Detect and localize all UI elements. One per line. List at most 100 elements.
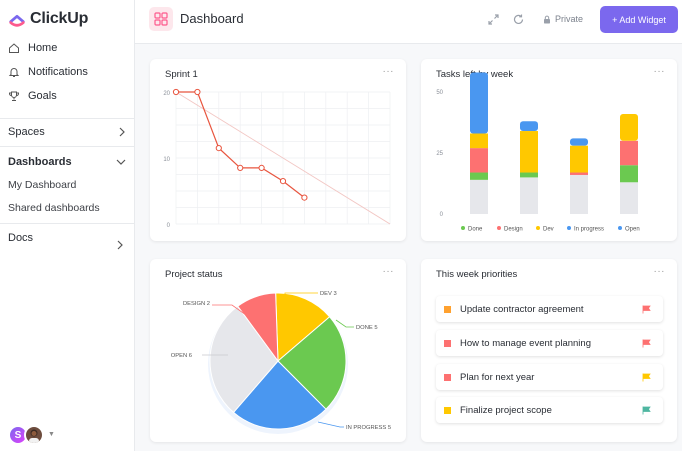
nav-notifications-label: Notifications (28, 66, 88, 78)
legend-label: In progress (574, 227, 604, 233)
y-tick-label: 25 (436, 151, 443, 157)
burndown-point (215, 145, 222, 152)
profile-avatar[interactable] (24, 425, 44, 445)
status-widget: Project status ··· DEV 3 DONE 5 IN PROGRES… (150, 259, 406, 442)
burndown-point (172, 88, 180, 96)
priority-item[interactable]: How to manage event planning (436, 330, 663, 356)
bar-segment (520, 172, 538, 178)
sprint-widget: Sprint 1 ··· 20 10 0 (150, 59, 406, 241)
ideal-line (175, 91, 391, 225)
legend-dot (497, 226, 501, 230)
priority-dot-icon (444, 339, 451, 347)
sidebar-spaces[interactable]: Spaces (8, 126, 126, 138)
spaces-label: Spaces (8, 126, 45, 138)
pie-slice (277, 316, 347, 410)
bar-segment (570, 145, 588, 173)
legend-label: Open (625, 227, 640, 233)
header: Dashboard Private + Add Widget (135, 0, 682, 44)
priority-label: Finalize project scope (460, 404, 552, 416)
bar-segment (620, 140, 638, 166)
flag-icon[interactable] (642, 406, 651, 415)
bar-segment-base (470, 179, 488, 214)
flag-icon[interactable] (642, 339, 651, 348)
pie-leader-line (335, 319, 354, 328)
bar-cap (620, 210, 638, 214)
bar-segment-base (570, 174, 588, 214)
chevron-right-icon[interactable] (116, 240, 124, 250)
status-pie-chart: DEV 3 DONE 5 IN PROGRESS 5 OPEN 6 DESIGN 2 (171, 291, 391, 434)
pie-label: DONE 5 (356, 325, 378, 331)
person-icon (29, 429, 39, 443)
priority-label: How to manage event planning (460, 337, 591, 349)
dashboards-label: Dashboards (8, 156, 72, 168)
priority-dot-icon (444, 406, 451, 414)
y-tick-label: 10 (163, 157, 170, 163)
expand-icon[interactable] (487, 13, 500, 26)
more-icon[interactable]: ··· (382, 266, 394, 277)
priorities-title: This week priorities (436, 269, 518, 280)
privacy-toggle[interactable]: Private (543, 14, 583, 24)
logo-text: ClickUp (30, 10, 89, 27)
sidebar-item-shared-dashboards[interactable]: Shared dashboards (8, 202, 100, 214)
priority-item[interactable]: Update contractor agreement (436, 296, 663, 322)
pie-slice (232, 360, 327, 430)
logo[interactable]: ClickUp (8, 10, 88, 28)
chevron-right-icon (119, 127, 125, 137)
more-icon[interactable]: ··· (382, 66, 394, 77)
bar-segment (470, 148, 488, 173)
bell-icon (8, 68, 20, 77)
more-icon[interactable]: ··· (653, 266, 665, 277)
nav-home-label: Home (28, 42, 58, 54)
bar-segment (470, 172, 488, 180)
status-title: Project status (165, 269, 223, 280)
priority-label: Plan for next year (460, 371, 535, 383)
pie-label: IN PROGRESS 5 (346, 425, 391, 431)
legend-dot (618, 226, 622, 230)
tasks-bar-chart: 50 25 0 Done Design Dev In progress Open (436, 72, 640, 233)
priority-item[interactable]: Finalize project scope (436, 397, 663, 423)
flag-icon[interactable] (642, 305, 651, 314)
bar-segment (520, 131, 538, 173)
priority-label: Update contractor agreement (460, 303, 584, 315)
nav-home[interactable]: Home (8, 42, 57, 54)
dashboard-icon (149, 7, 173, 31)
burndown-point (194, 88, 201, 96)
pie-slice (209, 305, 279, 414)
burndown-point (258, 164, 265, 172)
sidebar-divider (0, 146, 135, 147)
sprint-title: Sprint 1 (165, 69, 198, 80)
pie-slice (237, 292, 279, 363)
bar-cap (520, 210, 538, 214)
pie-leader-line (284, 292, 318, 295)
sidebar-divider (0, 118, 135, 119)
nav-notifications[interactable]: Notifications (8, 66, 88, 78)
nav-goals[interactable]: Goals (8, 90, 57, 102)
sidebar-dashboards[interactable]: Dashboards (8, 156, 126, 168)
refresh-icon[interactable] (512, 13, 525, 26)
sidebar-docs[interactable]: Docs (8, 232, 126, 244)
y-tick-label: 0 (440, 212, 444, 218)
sidebar-item-my-dashboard[interactable]: My Dashboard (8, 179, 77, 191)
burndown-point (301, 194, 308, 201)
bar-segment (470, 72, 488, 134)
pie-leader-line (317, 421, 344, 428)
legend-label: Design (504, 227, 523, 233)
bar-segment (620, 113, 638, 141)
bar-segment (520, 121, 538, 132)
caret-down-icon[interactable]: ▼ (48, 431, 55, 438)
more-icon[interactable]: ··· (653, 66, 665, 77)
priority-dot-icon (444, 373, 451, 381)
legend-label: Dev (543, 227, 554, 233)
pie-label: OPEN 6 (171, 353, 192, 359)
priority-item[interactable]: Plan for next year (436, 364, 663, 390)
pie-leader-line (212, 304, 247, 316)
add-widget-button[interactable]: + Add Widget (600, 6, 678, 33)
flag-icon[interactable] (642, 373, 651, 382)
clickup-logo-icon (9, 14, 25, 27)
pie-slice (275, 292, 331, 363)
page-title: Dashboard (180, 11, 244, 26)
lock-icon (544, 15, 550, 23)
tasks-widget: Tasks left by week ··· 50250DoneDesignDe… (421, 59, 677, 241)
pie-label: DEV 3 (320, 291, 337, 297)
